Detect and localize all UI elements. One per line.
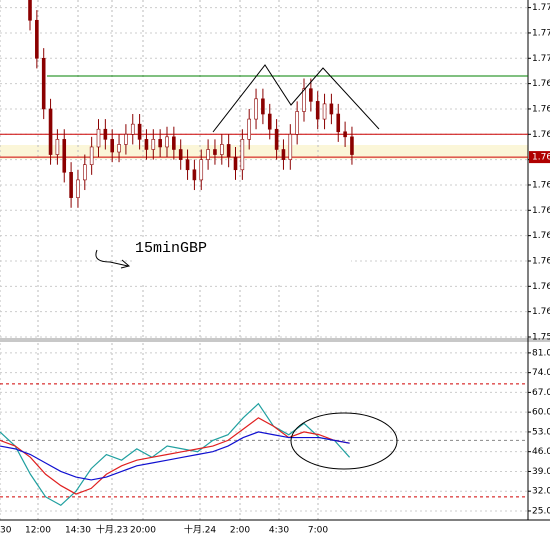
candle-body	[62, 139, 67, 173]
y-tick-label: 25.0	[532, 506, 550, 516]
candle-body	[322, 103, 327, 120]
pattern-lines	[212, 64, 380, 133]
y-tick-label: 1.768	[532, 104, 550, 114]
y-tick-label: 1.759	[532, 333, 550, 343]
x-tick-label: 2:00	[230, 526, 250, 536]
x-tick-label: 十月.23	[96, 524, 128, 536]
y-tick-label: 1.76	[532, 307, 550, 317]
candle-body	[185, 159, 190, 171]
y-tick-label: 1.764	[532, 206, 550, 216]
x-tick-label: 14:30	[65, 526, 91, 536]
x-tick-label: 十月.24	[184, 524, 217, 536]
candle-body	[96, 128, 101, 148]
y-tick-label: 53.0	[532, 427, 550, 437]
candle-body	[165, 136, 169, 148]
candle-body	[199, 159, 204, 181]
panel-separator	[0, 338, 550, 342]
candle-body	[336, 113, 341, 133]
candle-body	[247, 118, 251, 140]
arrow	[95, 249, 131, 269]
candle-body	[226, 144, 231, 158]
x-tick-label: 30	[0, 526, 12, 536]
candle-body	[295, 111, 299, 135]
candle-body	[309, 88, 313, 102]
band	[0, 145, 528, 159]
candle-body	[48, 108, 53, 155]
y-tick-label: 46.0	[532, 447, 550, 457]
candle-body	[35, 19, 39, 59]
y-tick-label: 1.765	[532, 180, 550, 190]
candle-body	[206, 149, 210, 160]
candle-body	[41, 57, 46, 110]
y-tick-label: 39.0	[532, 467, 550, 477]
candle-body	[76, 179, 80, 198]
candle-body	[83, 164, 87, 181]
price-box	[529, 151, 550, 164]
y-tick-label: 1.772	[532, 3, 550, 13]
x-tick-label: 20:00	[130, 526, 156, 536]
candle-body	[350, 136, 354, 155]
y-tick-label: 1.763	[532, 231, 550, 241]
candle-body	[144, 139, 149, 150]
x-tick-label: 12:00	[25, 526, 51, 536]
candle-body	[137, 123, 142, 140]
candle-body	[213, 149, 217, 155]
y-tick-label: 32.0	[532, 487, 550, 497]
y-tick-label: 81.0	[532, 348, 550, 358]
y-tick-label: 1.762	[532, 256, 550, 266]
candle-body	[233, 156, 238, 171]
y-tick-label: 1.761	[532, 282, 550, 292]
annotation: 15minGBP	[135, 240, 207, 257]
candle-body	[69, 172, 73, 198]
candle-body	[220, 144, 224, 155]
price-label: 1.76	[532, 153, 550, 163]
candle-body	[267, 113, 272, 130]
candle-body	[315, 101, 320, 120]
y-tick-label: 1.769	[532, 79, 550, 89]
candle-body	[240, 139, 245, 171]
candle-body	[281, 149, 286, 160]
osc-line	[0, 402, 351, 507]
candle-body	[274, 128, 279, 150]
ellipse	[290, 412, 398, 470]
candle-body	[117, 144, 121, 153]
y-tick-label: 1.767	[532, 130, 550, 140]
candle-body	[130, 123, 135, 135]
candle-body	[261, 98, 265, 115]
y-tick-label: 67.0	[532, 388, 550, 398]
candle-body	[28, 0, 32, 21]
candle-body	[288, 133, 293, 160]
candle-body	[151, 139, 156, 150]
candle-body	[329, 103, 334, 115]
candle-body	[172, 136, 176, 150]
candle-body	[192, 169, 197, 181]
candle-body	[124, 133, 128, 145]
candle-body	[89, 146, 94, 165]
candle-body	[55, 139, 60, 155]
candle-body	[110, 139, 114, 153]
y-tick-label: 74.0	[532, 368, 550, 378]
candle-body	[178, 149, 183, 160]
x-tick-label: 4:30	[269, 526, 289, 536]
candle-body	[158, 139, 162, 148]
candle-body	[343, 131, 347, 138]
annotation-box	[133, 238, 351, 283]
candle-body	[103, 128, 108, 140]
candle-body	[302, 88, 306, 112]
y-tick-label: 1.771	[532, 28, 550, 38]
y-tick-label: 1.77	[532, 54, 550, 64]
x-tick-label: 7:00	[308, 526, 328, 536]
y-tick-label: 60.0	[532, 408, 550, 418]
candle-body	[254, 98, 258, 120]
